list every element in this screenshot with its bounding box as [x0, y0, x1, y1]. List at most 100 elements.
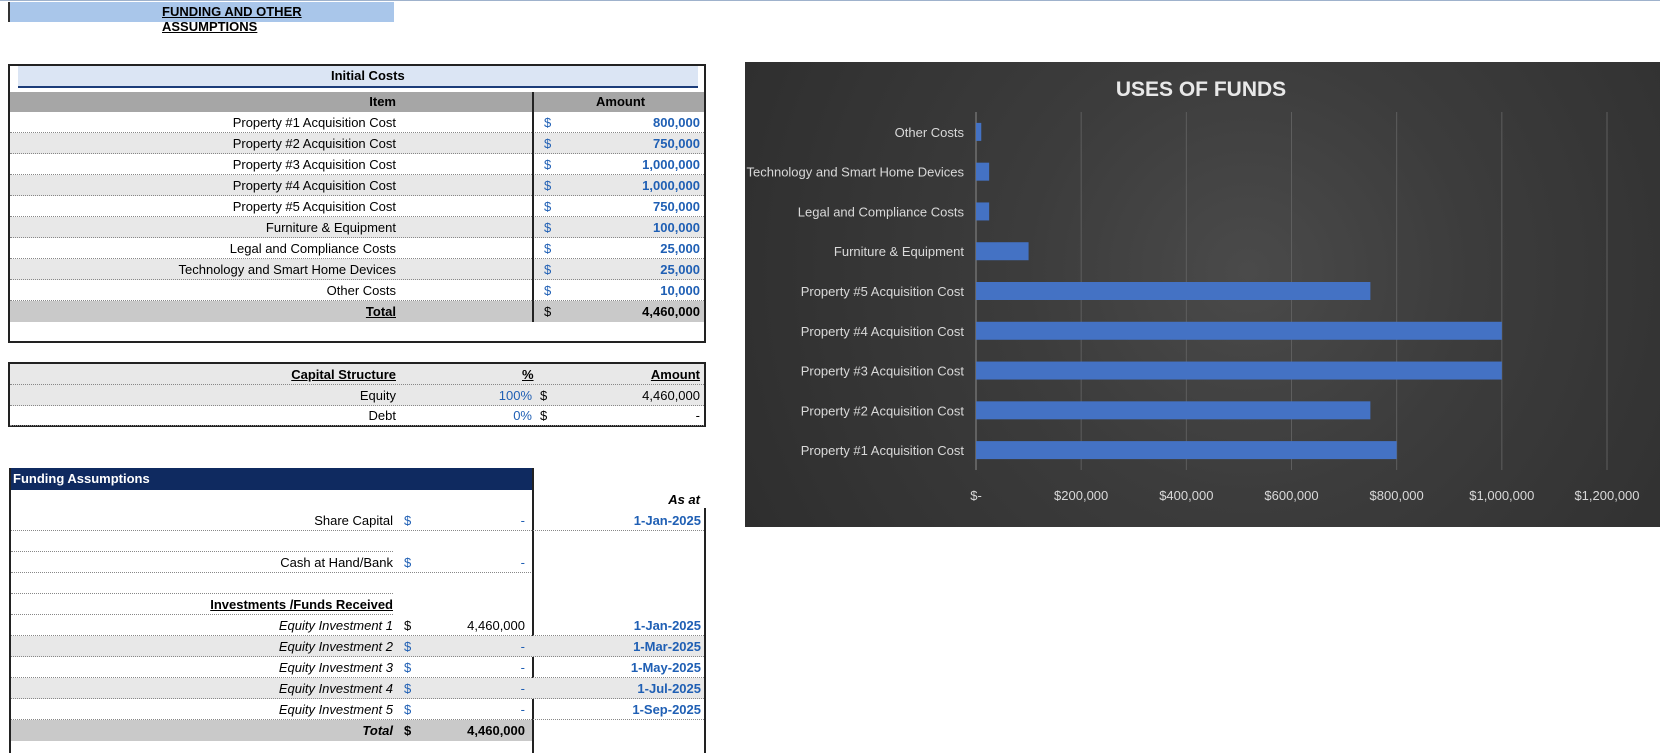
initial-cost-amount[interactable]: 800,000 [653, 115, 700, 130]
initial-cost-row: Other Costs $10,000 [10, 280, 704, 301]
initial-cost-row: Technology and Smart Home Devices $25,000 [10, 259, 704, 280]
initial-cost-currency: $ [544, 220, 552, 235]
category-label: Property #4 Acquisition Cost [801, 324, 965, 339]
equity-investment-date[interactable]: 1-Jul-2025 [637, 681, 701, 696]
cash-amount[interactable]: - [520, 555, 525, 570]
initial-cost-item: Legal and Compliance Costs [229, 241, 396, 256]
capital-structure-amount[interactable]: - [695, 408, 700, 423]
initial-cost-item: Property #1 Acquisition Cost [232, 115, 396, 130]
category-label: Technology and Smart Home Devices [747, 165, 965, 180]
initial-costs-total-row: Total $ 4,460,000 [10, 301, 704, 322]
capital-structure-pct[interactable]: 100% [498, 388, 532, 403]
initial-cost-currency: $ [544, 283, 552, 298]
total-amount[interactable]: 4,460,000 [642, 304, 700, 319]
sheet-title-cell[interactable]: FUNDING AND OTHER ASSUMPTIONS [8, 2, 394, 34]
category-label: Property #3 Acquisition Cost [801, 364, 965, 379]
top-border [0, 0, 1660, 1]
as-at-label: As at [668, 492, 700, 507]
bar[interactable] [976, 321, 1502, 340]
bar[interactable] [976, 162, 990, 181]
share-capital-currency: $ [404, 513, 412, 528]
equity-investment-date[interactable]: 1-May-2025 [630, 660, 701, 675]
col-cs-amount-header: Amount [650, 367, 700, 382]
equity-investment-date[interactable]: 1-Mar-2025 [633, 639, 701, 654]
investments-title-row: Investments /Funds Received [11, 594, 393, 615]
equity-investment-amount[interactable]: - [520, 639, 525, 654]
initial-cost-item: Property #4 Acquisition Cost [232, 178, 396, 193]
initial-cost-currency: $ [544, 262, 552, 277]
initial-cost-amount[interactable]: 100,000 [653, 220, 700, 235]
initial-costs-title: Initial Costs [331, 68, 405, 83]
initial-cost-item: Property #2 Acquisition Cost [232, 136, 396, 151]
initial-cost-row: Legal and Compliance Costs $25,000 [10, 238, 704, 259]
initial-cost-row: Property #1 Acquisition Cost $800,000 [10, 112, 704, 133]
initial-cost-currency: $ [544, 178, 552, 193]
equity-investment-amount[interactable]: - [520, 660, 525, 675]
equity-investment-label: Equity Investment 5 [278, 702, 393, 717]
initial-cost-amount[interactable]: 1,000,000 [642, 157, 700, 172]
category-label: Property #1 Acquisition Cost [801, 443, 965, 458]
equity-investment-amount[interactable]: 4,460,000 [467, 618, 525, 633]
funding-total-amount[interactable]: 4,460,000 [467, 723, 525, 738]
equity-investment-currency: $ [404, 660, 412, 675]
chart-title: USES OF FUNDS [1116, 78, 1286, 101]
x-tick-label: $800,000 [1370, 488, 1424, 503]
equity-investment-row: Equity Investment 3 $ - 1-May-2025 [11, 657, 704, 678]
x-tick-label: $400,000 [1159, 488, 1213, 503]
funding-assumptions-title: Funding Assumptions [13, 471, 150, 486]
category-label: Legal and Compliance Costs [798, 204, 965, 219]
spacer-row-1 [11, 531, 393, 552]
funding-border-right [704, 508, 706, 753]
spacer-row-2 [11, 573, 393, 594]
sheet-title: FUNDING AND OTHER ASSUMPTIONS [162, 4, 302, 34]
initial-cost-amount[interactable]: 1,000,000 [642, 178, 700, 193]
category-label: Property #2 Acquisition Cost [801, 403, 965, 418]
capital-structure-label: Debt [368, 408, 396, 423]
capital-structure-row: Equity 100% $4,460,000 [10, 385, 704, 406]
equity-investment-date[interactable]: 1-Sep-2025 [632, 702, 701, 717]
initial-cost-currency: $ [544, 199, 552, 214]
uses-of-funds-chart[interactable]: USES OF FUNDS $- $200,000 $400,000 $600,000… [745, 62, 1660, 527]
funding-border-left [9, 468, 11, 753]
initial-cost-amount[interactable]: 25,000 [660, 262, 700, 277]
initial-cost-amount[interactable]: 25,000 [660, 241, 700, 256]
share-capital-date[interactable]: 1-Jan-2025 [633, 513, 701, 528]
bar[interactable] [976, 202, 990, 221]
initial-cost-row: Property #3 Acquisition Cost $1,000,000 [10, 154, 704, 175]
equity-investment-currency: $ [404, 681, 412, 696]
capital-structure-currency: $ [540, 408, 548, 423]
capital-structure-header: Capital Structure % Amount [10, 364, 704, 385]
category-label: Property #5 Acquisition Cost [801, 284, 965, 299]
bar[interactable] [976, 282, 1371, 300]
funding-total-row: Total $ 4,460,000 [11, 720, 532, 741]
initial-cost-amount[interactable]: 10,000 [660, 283, 700, 298]
capital-structure-pct[interactable]: 0% [513, 408, 532, 423]
equity-investment-amount[interactable]: - [520, 681, 525, 696]
initial-cost-amount[interactable]: 750,000 [653, 199, 700, 214]
equity-investment-amount[interactable]: - [520, 702, 525, 717]
equity-investment-row: Equity Investment 1 $4,460,000 1-Jan-2025 [11, 615, 704, 636]
initial-cost-item: Property #5 Acquisition Cost [232, 199, 396, 214]
initial-costs-table: Initial Costs Item Amount Property #1 Ac… [8, 64, 706, 343]
bar[interactable] [976, 122, 982, 141]
bar[interactable] [976, 401, 1371, 420]
equity-investment-currency: $ [404, 639, 412, 654]
initial-cost-amount[interactable]: 750,000 [653, 136, 700, 151]
capital-structure-amount[interactable]: 4,460,000 [642, 388, 700, 403]
share-capital-label: Share Capital [314, 513, 393, 528]
chart-svg: USES OF FUNDS $- $200,000 $400,000 $600,000… [747, 78, 1640, 503]
cash-label: Cash at Hand/Bank [280, 555, 393, 570]
bar[interactable] [976, 242, 1029, 261]
initial-cost-row: Property #5 Acquisition Cost $750,000 [10, 196, 704, 217]
category-label: Furniture & Equipment [834, 244, 964, 259]
equity-investment-date[interactable]: 1-Jan-2025 [633, 618, 701, 633]
initial-cost-row: Furniture & Equipment $100,000 [10, 217, 704, 238]
total-label: Total [365, 304, 396, 319]
bar[interactable] [976, 361, 1502, 380]
share-capital-amount[interactable]: - [520, 513, 525, 528]
capital-structure-title: Capital Structure [291, 367, 396, 382]
col-amount-header: Amount [596, 94, 646, 109]
bar[interactable] [976, 441, 1397, 460]
equity-investment-label: Equity Investment 4 [278, 681, 393, 696]
initial-cost-item: Technology and Smart Home Devices [178, 262, 397, 277]
